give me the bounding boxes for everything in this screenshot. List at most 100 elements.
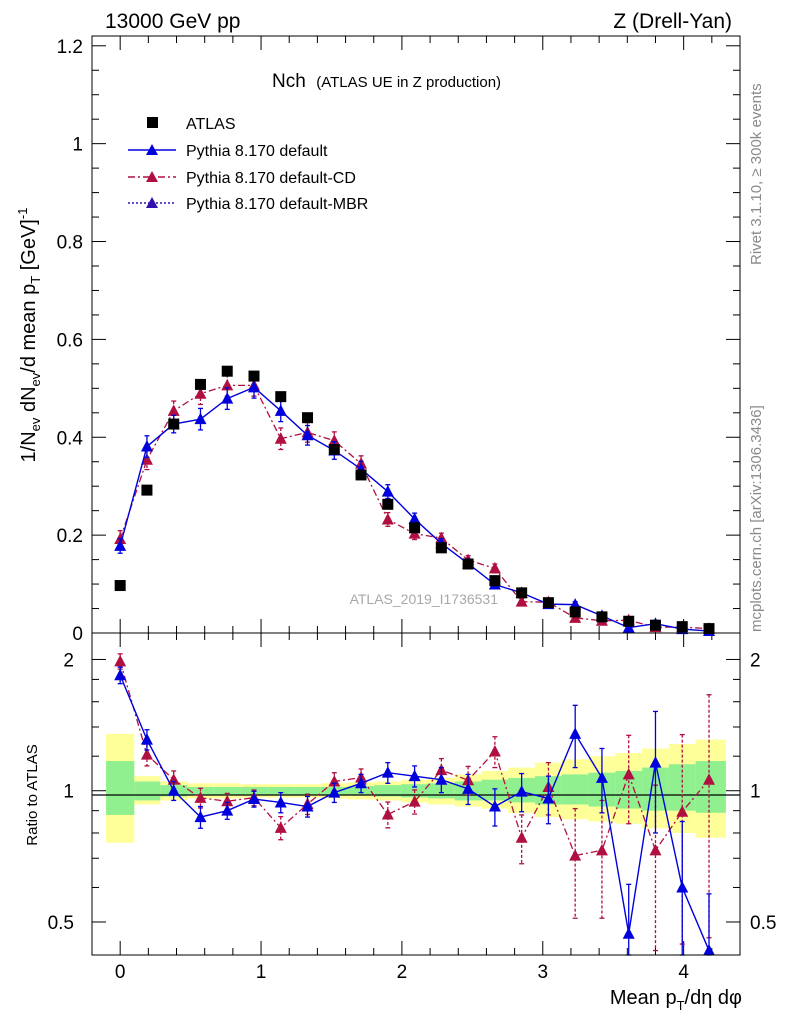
chart-title-line: Nch (ATLAS UE in Z production): [272, 71, 501, 92]
ratio-marker-default: [515, 785, 528, 797]
ratio-marker-cd: [194, 791, 207, 803]
ratio-marker-default: [488, 800, 501, 812]
marker-atlas: [302, 412, 314, 424]
header-energy: 13000 GeV pp: [105, 10, 240, 33]
band-inner-bin: [267, 786, 295, 795]
legend-marker-atlas: [147, 117, 158, 128]
main-y-tick-label: 0: [72, 624, 83, 645]
marker-cd: [194, 387, 207, 399]
ratio-y-tick-label-left: 0.5: [48, 913, 74, 934]
legend-label-atlas: ATLAS: [186, 116, 236, 133]
ratio-marker-default: [595, 771, 608, 783]
ratio-y-axis-label: Ratio to ATLAS: [24, 744, 41, 845]
ratio-marker-default: [248, 792, 260, 805]
x-tick-label: 2: [397, 962, 408, 983]
marker-atlas: [569, 606, 581, 618]
ratio-marker-default: [140, 733, 153, 745]
ratio-marker-default: [381, 766, 394, 778]
mcplots-credit: mcplots.cern.ch [arXiv:1306.3436]: [748, 405, 765, 632]
marker-default: [301, 428, 314, 441]
ratio-marker-cd: [622, 767, 635, 780]
legend-marker-cd: [146, 171, 158, 182]
ratio-marker-cd: [167, 773, 180, 785]
ratio-marker-default: [676, 880, 689, 893]
ratio-marker-default: [569, 727, 582, 739]
ratio-marker-cd: [140, 748, 153, 760]
ratio-marker-default: [355, 776, 368, 789]
band-inner-bin: [106, 760, 135, 815]
band-inner-bin: [134, 781, 161, 801]
main-y-axis-label: 1/Nev dNev/d mean pT [GeV]-1: [15, 208, 43, 463]
marker-default: [140, 440, 153, 452]
legend: ATLAS Pythia 8.170 default Pythia 8.170 …: [128, 116, 368, 213]
band-inner-bin: [561, 774, 589, 805]
main-y-tick-label: 1: [72, 135, 83, 156]
ratio-series-group: [114, 653, 716, 956]
header-process: Z (Drell-Yan): [613, 10, 732, 33]
main-y-tick-label: 0.8: [57, 233, 83, 254]
ylabel-part-d: ev: [28, 372, 43, 386]
marker-cd: [515, 595, 528, 607]
marker-atlas: [221, 365, 233, 377]
ylabel-part-c: dN: [18, 386, 40, 417]
marker-cd: [140, 453, 153, 465]
ylabel-part-e: /d mean p: [18, 284, 40, 373]
ratio-marker-default: [194, 810, 207, 823]
ratio-marker-cd: [595, 843, 608, 856]
ratio-marker-default: [167, 784, 180, 796]
marker-cd: [221, 378, 234, 391]
ratio-marker-default: [649, 756, 662, 768]
ratio-marker-cd: [649, 843, 662, 856]
ratio-marker-default: [703, 944, 716, 956]
marker-atlas: [141, 484, 153, 496]
x-tick-label: 1: [256, 962, 267, 983]
main-y-tick-label: 0.4: [57, 428, 84, 449]
legend-marker-mbr: [146, 197, 158, 208]
main-y-tick-label: 1.2: [57, 37, 83, 58]
marker-atlas: [623, 615, 635, 627]
band-inner-bin: [213, 786, 241, 795]
marker-atlas: [248, 370, 260, 382]
marker-atlas: [703, 623, 715, 635]
band-inner-bin: [695, 760, 726, 813]
ratio-marker-default: [622, 927, 635, 939]
marker-default: [381, 485, 394, 497]
ratio-marker-default: [221, 804, 234, 816]
marker-atlas: [355, 469, 367, 481]
main-y-axis-ticks: 0 0.2 0.4 0.6 0.8 1 1.2: [57, 37, 740, 645]
marker-atlas: [114, 580, 126, 592]
ratio-y-axis-ticks: 0.5 0.5 1 1 2 2: [48, 650, 777, 934]
ratio-marker-cd: [676, 805, 689, 817]
marker-atlas: [676, 621, 688, 633]
ratio-panel-frame: [91, 632, 741, 956]
ylabel-part-b: ev: [28, 417, 43, 431]
ylabel-part-a: 1/N: [18, 431, 40, 462]
legend-label-mbr: Pythia 8.170 default-MBR: [186, 196, 368, 213]
marker-atlas: [596, 611, 608, 623]
marker-default: [622, 621, 635, 633]
chart-title: Nch: [272, 71, 306, 92]
ratio-marker-default: [114, 668, 127, 681]
x-axis-label: Mean pT/dη dφ: [610, 987, 742, 1013]
chart-subtitle: (ATLAS UE in Z production): [316, 74, 501, 91]
ratio-marker-cd: [381, 808, 394, 820]
marker-atlas: [435, 542, 447, 554]
marker-atlas: [382, 498, 394, 510]
marker-default: [114, 539, 127, 551]
ratio-line-cd: [119, 661, 710, 857]
marker-atlas: [194, 378, 206, 390]
marker-atlas: [275, 391, 287, 403]
marker-default: [221, 392, 234, 404]
legend-label-cd: Pythia 8.170 default-CD: [186, 170, 356, 187]
marker-atlas: [328, 443, 340, 455]
x-tick-label: 4: [678, 962, 689, 983]
ratio-marker-default: [542, 791, 555, 804]
ratio-y-tick-label-right: 1: [750, 782, 761, 803]
marker-atlas: [168, 418, 180, 430]
marker-cd: [274, 432, 287, 444]
ratio-marker-cd: [328, 774, 341, 787]
ratio-marker-default: [462, 782, 475, 794]
ratio-marker-cd: [114, 654, 127, 667]
marker-default: [408, 512, 421, 524]
